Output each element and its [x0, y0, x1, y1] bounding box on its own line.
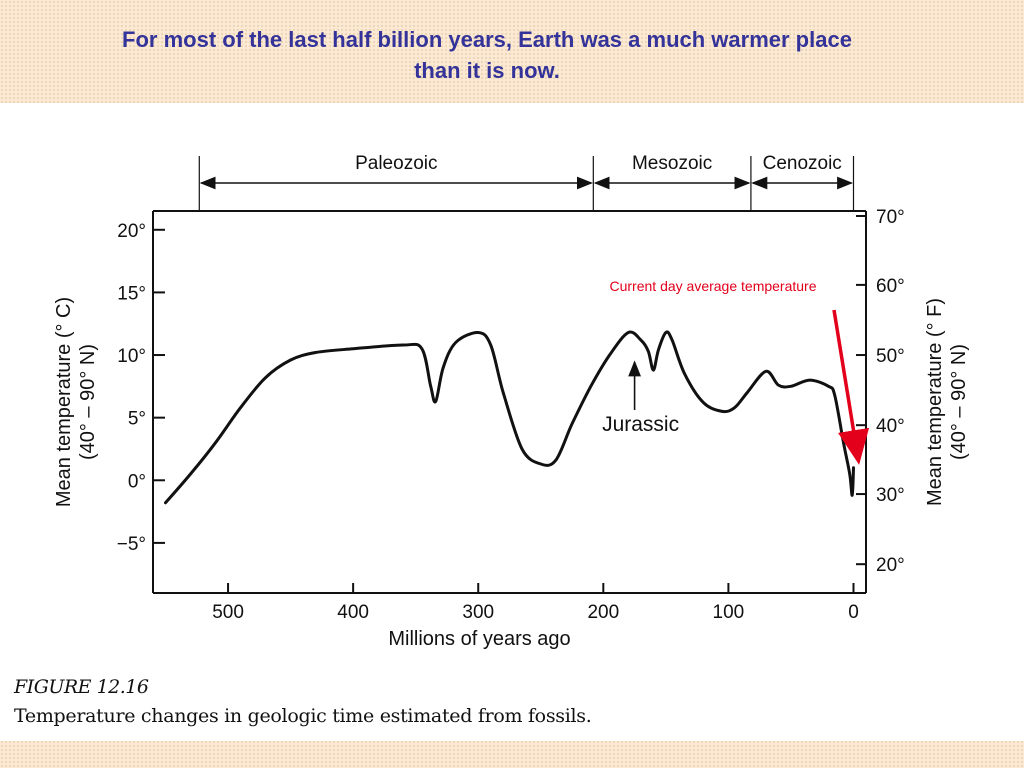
temperature-chart: 500 400 300 200 100 0 Millions of years ago 20°…	[53, 153, 970, 650]
x-tick-label: 400	[337, 602, 369, 623]
slide-title: For most of the last half billion years,…	[30, 24, 944, 86]
y-tick-label-right: 70°	[876, 207, 905, 228]
temperature-curve	[164, 330, 855, 505]
era-label: Mesozoic	[632, 153, 712, 174]
figure-label: FIGURE 12.16	[14, 676, 149, 698]
y-tick-label-left: 0°	[128, 471, 146, 492]
y-tick-label-right: 30°	[876, 485, 905, 506]
y-tick-label-left: 10°	[117, 346, 146, 367]
y-tick-label-right: 50°	[876, 346, 905, 367]
y-tick-label-left: 20°	[117, 221, 146, 242]
y-axis-label-left-line-1: Mean temperature (° C)	[53, 297, 75, 507]
figure-caption: Temperature changes in geologic time est…	[14, 705, 592, 727]
x-tick-label: 100	[713, 602, 745, 623]
y-axis-label-right-line-2: (40° – 90° N)	[948, 344, 970, 460]
x-axis-label: Millions of years ago	[388, 628, 570, 650]
era-label: Cenozoic	[763, 153, 842, 174]
era-label: Paleozoic	[355, 153, 437, 174]
x-tick-label: 500	[212, 602, 244, 623]
y-axis-label-left-line-2: (40° – 90° N)	[77, 344, 99, 460]
x-tick-label: 0	[848, 602, 859, 623]
slide-title-line-2: than it is now.	[414, 58, 560, 83]
figure-panel: 500 400 300 200 100 0 Millions of years ago 20°…	[0, 103, 1024, 741]
slide-title-line-1: For most of the last half billion years,…	[122, 27, 852, 52]
y-tick-label-right: 60°	[876, 276, 905, 297]
y-tick-label-left: −5°	[117, 534, 146, 555]
y-tick-label-right: 20°	[876, 555, 905, 576]
x-tick-label: 200	[587, 602, 619, 623]
jurassic-label: Jurassic	[602, 413, 679, 436]
y-tick-label-right: 40°	[876, 416, 905, 437]
y-axis-label-right-line-1: Mean temperature (° F)	[924, 298, 946, 506]
x-tick-label: 300	[462, 602, 494, 623]
current-day-label: Current day average temperature	[610, 278, 817, 294]
y-tick-label-left: 15°	[117, 283, 146, 304]
current-day-arrow	[832, 309, 870, 465]
y-tick-label-left: 5°	[128, 409, 146, 430]
